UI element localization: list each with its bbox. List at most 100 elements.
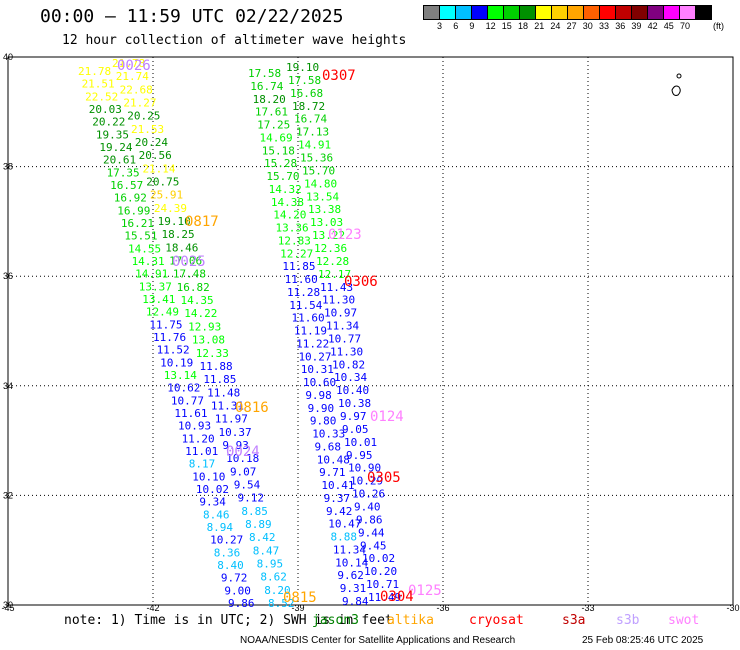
wave-height-value: 10.77	[171, 394, 204, 407]
wave-height-value: 9.80	[310, 415, 337, 428]
wave-height-value: 9.97	[340, 410, 367, 423]
wave-height-value: 12.27	[280, 247, 313, 260]
pass-time-label: 0815	[283, 590, 317, 606]
colorbar-swatch	[599, 5, 616, 20]
wave-height-value: 8.89	[245, 518, 271, 531]
page-title: 00:00 — 11:59 UTC 02/22/2025	[40, 6, 344, 27]
colorbar-swatch	[439, 5, 456, 20]
wave-height-value: 9.37	[324, 492, 351, 505]
wave-height-value: 10.77	[328, 332, 361, 345]
wave-height-value: 10.14	[335, 556, 368, 569]
wave-height-value: 9.86	[228, 597, 255, 610]
wave-height-value: 14.80	[304, 177, 337, 190]
wave-height-value: 10.10	[192, 470, 225, 483]
wave-height-value: 9.34	[199, 496, 226, 509]
wave-height-value: 19.24	[99, 141, 132, 154]
colorbar-label: 3	[437, 21, 443, 31]
wave-height-value: 20.75	[146, 176, 179, 189]
colorbar-label: 15	[501, 21, 512, 31]
pass-time-label: 0816	[235, 400, 269, 416]
colorbar-swatch	[535, 5, 552, 20]
wave-height-value: 11.01	[185, 445, 218, 458]
wave-height-value: 10.29	[350, 475, 383, 488]
wave-height-value: 12.36	[314, 242, 347, 255]
wave-height-value: 9.00	[224, 584, 251, 597]
legend-item-altika: altika	[387, 613, 434, 628]
pass-time-label: 0026	[117, 58, 151, 74]
pass-time-label: 0024	[226, 444, 260, 460]
pass-time-label: 0124	[370, 409, 404, 425]
pass-time-label: 0125	[408, 583, 442, 599]
wave-height-value: 13.14	[164, 369, 197, 382]
colorbar	[423, 5, 712, 20]
wave-height-value: 12.83	[278, 234, 311, 247]
wave-height-value: 16.82	[177, 281, 210, 294]
x-tick-label: -30	[726, 603, 739, 613]
colorbar-swatch	[567, 5, 584, 20]
wave-height-value: 12.49	[146, 306, 179, 319]
wave-height-value: 11.61	[174, 407, 207, 420]
wave-height-value: 21.27	[123, 97, 156, 110]
wave-height-value: 9.54	[234, 478, 261, 491]
wave-height-value: 13.54	[306, 190, 339, 203]
wave-height-value: 14.38	[271, 196, 304, 209]
wave-height-value: 11.49	[368, 591, 401, 604]
wave-height-value: 10.40	[336, 384, 369, 397]
wave-height-value: 12.17	[318, 268, 351, 281]
wave-height-value: 8.20	[264, 584, 291, 597]
wave-height-value: 11.20	[182, 432, 215, 445]
wave-height-value: 11.75	[149, 318, 182, 331]
wave-height-value: 15.36	[300, 151, 333, 164]
wave-height-value: 13.22	[312, 229, 345, 242]
wave-height-value: 24.39	[154, 202, 187, 215]
colorbar-swatch	[487, 5, 504, 20]
wave-height-value: 16.57	[110, 179, 143, 192]
x-tick-label: -39	[291, 603, 304, 613]
wave-height-value: 10.38	[338, 397, 371, 410]
wave-height-value: 17.61	[255, 106, 288, 119]
colorbar-swatch	[583, 5, 600, 20]
wave-height-value: 11.28	[287, 286, 320, 299]
wave-height-value: 11.54	[289, 299, 322, 312]
wave-height-value: 20.22	[92, 116, 125, 129]
wave-height-value: 20.25	[127, 110, 160, 123]
colorbar-label: 12	[485, 21, 496, 31]
pass-time-label: 0305	[367, 470, 401, 486]
wave-height-value: 20.24	[135, 136, 168, 149]
x-tick-label: -45	[1, 603, 14, 613]
wave-height-value: 8.52	[268, 597, 295, 610]
wave-height-value: 10.62	[167, 382, 200, 395]
wave-height-value: 9.62	[337, 569, 364, 582]
wave-height-value: 8.17	[189, 458, 216, 471]
wave-height-value: 9.40	[354, 501, 381, 514]
wave-height-value: 9.44	[358, 526, 385, 539]
wave-height-value: 13.41	[142, 293, 175, 306]
wave-height-value: 8.95	[257, 557, 284, 570]
colorbar-label: 30	[582, 21, 593, 31]
wave-height-value: 21.53	[131, 123, 164, 136]
colorbar-swatch	[647, 5, 664, 20]
wave-height-value: 8.47	[253, 544, 280, 557]
wave-height-value: 8.88	[331, 531, 358, 544]
wave-height-value: 9.86	[356, 513, 383, 526]
wave-height-value: 12.28	[316, 255, 349, 268]
wave-height-value: 8.40	[217, 559, 244, 572]
x-tick-label: -42	[146, 603, 159, 613]
wave-height-value: 11.31	[211, 399, 244, 412]
wave-height-value: 21.78	[78, 65, 111, 78]
wave-height-value: 9.45	[360, 539, 387, 552]
wave-height-value: 9.90	[308, 402, 335, 415]
wave-height-value: 17.35	[107, 166, 140, 179]
pass-time-label: 0025	[172, 254, 206, 270]
x-tick-label: -33	[581, 603, 594, 613]
wave-height-value: 9.95	[346, 449, 373, 462]
pass-time-label: 0304	[380, 589, 414, 605]
wave-height-value: 11.60	[285, 273, 318, 286]
wave-height-value: 13.08	[192, 334, 225, 347]
y-tick-label: 40	[3, 52, 13, 62]
wave-height-value: 8.46	[203, 508, 230, 521]
wave-height-value: 22.52	[85, 90, 118, 103]
page-subtitle: 12 hour collection of altimeter wave hei…	[62, 33, 407, 48]
wave-height-value: 10.34	[334, 371, 367, 384]
legend-item-swot: swot	[668, 613, 700, 628]
